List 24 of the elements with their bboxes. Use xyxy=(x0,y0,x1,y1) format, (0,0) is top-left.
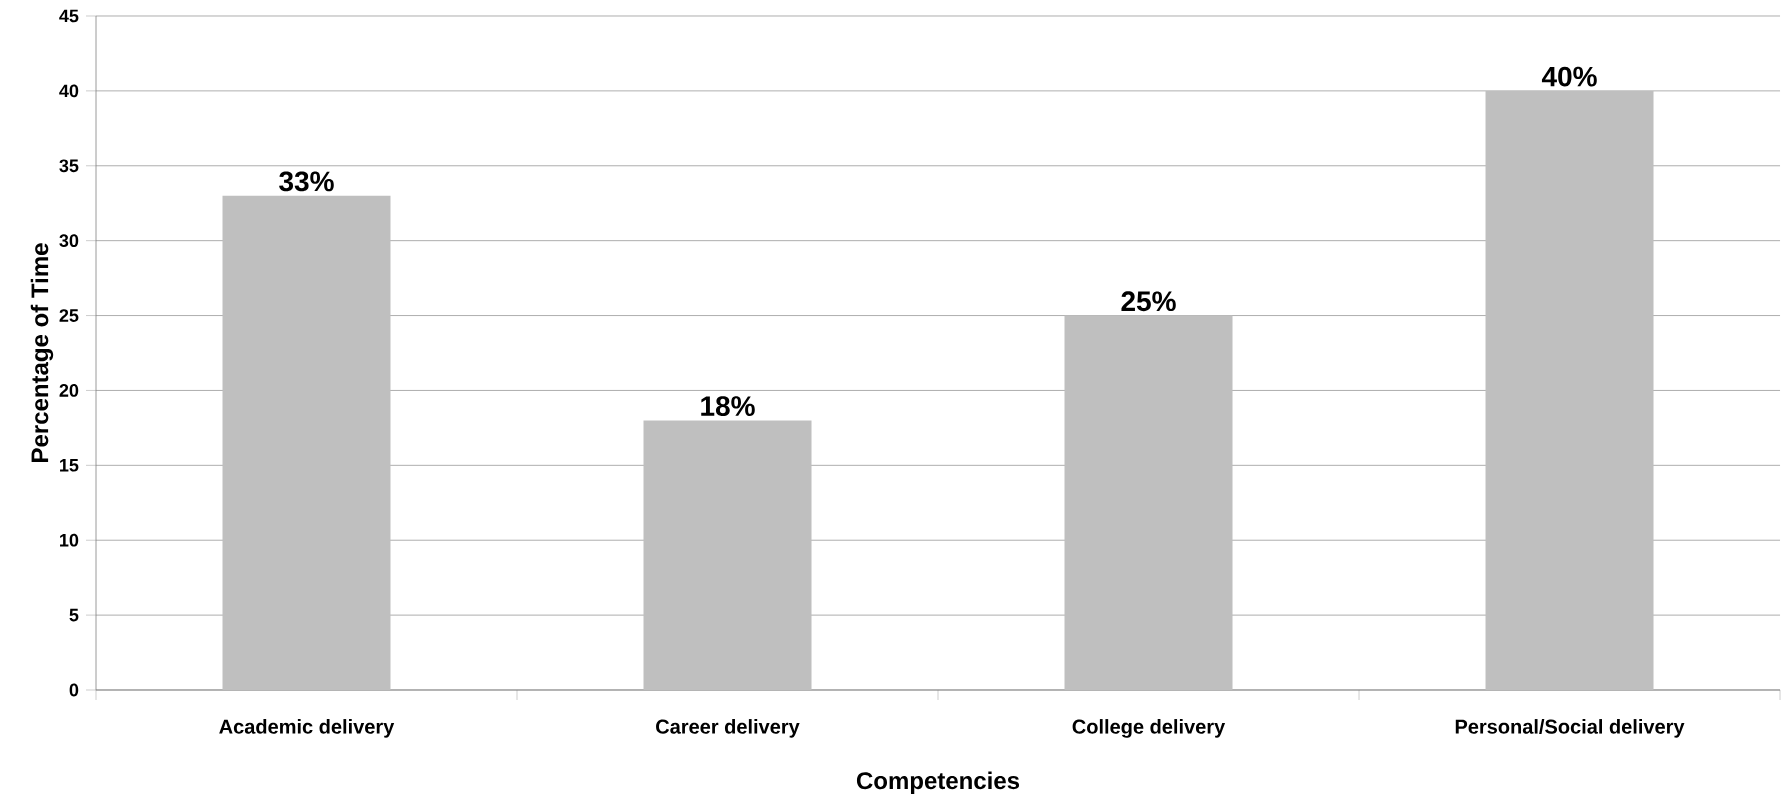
bar xyxy=(222,195,391,690)
y-tick-label: 20 xyxy=(59,384,79,397)
y-tick-label: 25 xyxy=(59,309,79,322)
data-label: 25% xyxy=(1121,291,1176,312)
data-label: 33% xyxy=(279,171,334,192)
bar xyxy=(1485,90,1654,690)
x-tick-label: Career delivery xyxy=(656,719,800,738)
data-label: 40% xyxy=(1541,66,1597,87)
y-axis-title: Percentage of Time xyxy=(30,243,54,462)
bar xyxy=(1064,315,1233,690)
data-label: 18% xyxy=(701,396,755,417)
x-tick-label: College delivery xyxy=(1072,719,1226,738)
y-tick-label: 5 xyxy=(69,608,79,622)
bar xyxy=(643,420,812,690)
y-tick-label: 40 xyxy=(59,84,79,98)
y-tick-label: 45 xyxy=(59,9,79,23)
y-tick-label: 30 xyxy=(59,234,79,248)
y-tick-label: 35 xyxy=(59,159,79,173)
x-axis-title: Competencies xyxy=(856,771,1020,794)
y-tick-label: 15 xyxy=(60,459,79,472)
y-tick-label: 0 xyxy=(69,683,79,697)
x-tick-label: Personal/Social delivery xyxy=(1455,719,1685,738)
y-tick-label: 10 xyxy=(60,533,79,547)
x-tick-label: Academic delivery xyxy=(219,719,395,738)
